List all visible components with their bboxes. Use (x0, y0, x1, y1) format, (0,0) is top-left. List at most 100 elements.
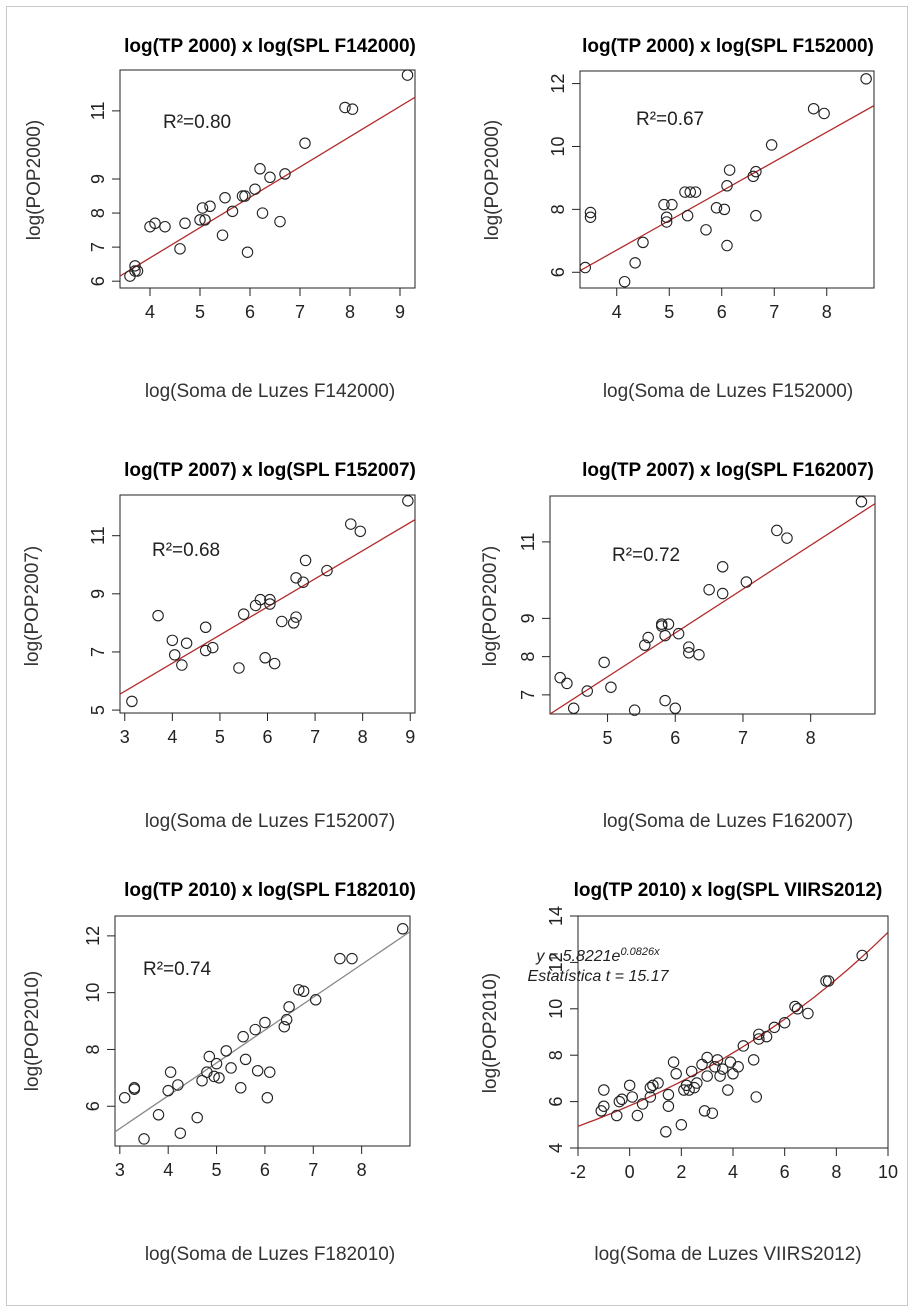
data-point (249, 1023, 261, 1036)
x-tick-label: 4 (612, 302, 622, 322)
data-point (778, 1016, 791, 1029)
x-axis-label: log(Soma de Luzes F182010) (145, 1244, 395, 1265)
data-point (126, 695, 138, 708)
data-point (581, 685, 593, 697)
data-point (129, 265, 141, 277)
x-tick-label: 8 (357, 1160, 367, 1180)
data-point (631, 1109, 644, 1122)
data-point (279, 168, 291, 180)
data-point (251, 1065, 264, 1077)
data-point (180, 637, 193, 649)
r-squared-annotation: R²=0.74 (143, 959, 212, 980)
data-point (239, 190, 251, 202)
y-tick-label: 5 (88, 705, 108, 715)
data-point (309, 994, 322, 1006)
data-point (750, 1091, 762, 1103)
y-axis-label: log(POP2000) (482, 120, 503, 240)
y-axis-label: log(POP2007) (22, 546, 43, 666)
data-point (259, 652, 271, 664)
r-squared-annotation: R²=0.68 (152, 540, 220, 561)
chart-5-svg: log(TP 2010) x log(SPL F182010) 3 4 5 6 7 8 6 8 1… (22, 880, 416, 1265)
data-point (691, 1077, 703, 1089)
data-point (718, 203, 731, 216)
data-point (618, 275, 631, 288)
y-axis-label: log(POP2010) (480, 973, 501, 1093)
y-tick-label: 8 (518, 652, 538, 662)
y-tick-label: 14 (546, 906, 566, 926)
r-squared-annotation: R²=0.80 (163, 112, 231, 133)
data-point (768, 1021, 781, 1034)
data-point (401, 69, 414, 81)
data-point (554, 671, 566, 684)
plot-area (114, 915, 411, 1147)
fit-line (578, 931, 888, 1127)
data-point (131, 265, 144, 277)
x-tick-label: 9 (405, 727, 415, 747)
data-point (220, 1045, 232, 1057)
data-point (237, 1030, 249, 1043)
data-point (698, 1105, 711, 1117)
chart-panel-4: log(TP 2007) x log(SPL F162007) 5 6 7 8 7 8 9 11… (458, 434, 916, 868)
data-point (339, 101, 351, 114)
chart-2-svg: log(TP 2000) x log(SPL F152000) 4 5 6 7 8 6 8 10… (482, 36, 875, 402)
data-point (261, 1091, 274, 1104)
data-point (203, 1050, 216, 1063)
x-tick-label: 7 (769, 302, 779, 322)
x-axis-label: log(Soma de Luzes F152007) (145, 811, 395, 832)
y-tick-label: 11 (88, 102, 108, 121)
data-point (662, 1100, 675, 1112)
y-tick-label: 6 (88, 276, 108, 286)
chart-4-svg: log(TP 2007) x log(SPL F162007) 5 6 7 8 7 8 9 11… (480, 460, 876, 832)
x-tick-label: 5 (195, 302, 205, 322)
r-squared-annotation: R²=0.72 (612, 545, 680, 566)
x-tick-label: 8 (345, 302, 355, 322)
chart-title: log(TP 2010) x log(SPL VIIRS2012) (574, 880, 883, 901)
y-tick-label: 12 (83, 926, 103, 946)
x-tick-label: 9 (395, 302, 405, 322)
data-point (276, 615, 288, 628)
x-tick-label: 7 (310, 727, 320, 747)
data-point (659, 694, 671, 707)
data-point (724, 1056, 737, 1068)
data-point (274, 215, 286, 228)
data-point (737, 1040, 750, 1052)
data-point (753, 1033, 765, 1045)
data-point (152, 609, 164, 622)
data-point (194, 214, 206, 226)
data-point (579, 261, 592, 274)
x-tick-label: 3 (120, 727, 130, 747)
chart-title: log(TP 2007) x log(SPL F162007) (582, 460, 874, 481)
data-point (660, 211, 673, 223)
data-point (346, 952, 358, 965)
y-tick-label: 7 (518, 690, 538, 700)
data-point (164, 1066, 177, 1078)
x-tick-label: 6 (780, 1162, 790, 1182)
data-point (667, 1056, 680, 1068)
data-point (207, 641, 219, 654)
data-point (249, 183, 261, 195)
data-point (701, 1051, 713, 1064)
x-tick-label: 2 (676, 1162, 686, 1182)
data-point (354, 525, 367, 538)
data-point (647, 1079, 659, 1092)
data-point (714, 1070, 726, 1082)
data-point (280, 1013, 293, 1026)
y-tick-label: 4 (546, 1143, 566, 1153)
y-tick-label: 8 (88, 208, 108, 218)
x-tick-label: 5 (603, 728, 613, 748)
data-point (278, 1020, 291, 1033)
data-point (297, 576, 309, 588)
data-point (636, 1098, 649, 1110)
data-point (716, 587, 729, 600)
chart-panel-3: log(TP 2007) x log(SPL F152007) 3 4 5 6 7 8 9 5 7… (0, 434, 458, 868)
data-point (264, 593, 276, 606)
chart-panel-6: log(TP 2010) x log(SPL VIIRS2012) -2 0 2 4 6 8… (458, 868, 916, 1302)
data-point (219, 191, 231, 204)
data-point (856, 949, 868, 962)
x-tick-label: 6 (245, 302, 255, 322)
y-tick-label: 10 (83, 983, 103, 1003)
y-tick-label: 12 (546, 952, 566, 972)
data-point (623, 1079, 636, 1092)
data-point (771, 524, 783, 537)
chart-3-svg: log(TP 2007) x log(SPL F152007) 3 4 5 6 7 8 9 5 7… (22, 460, 416, 832)
